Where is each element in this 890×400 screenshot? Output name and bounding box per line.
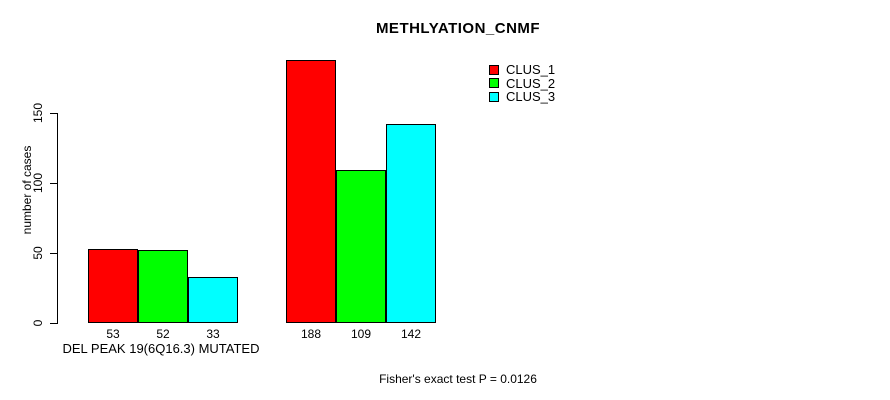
bar: [138, 250, 188, 323]
bar: [88, 249, 138, 323]
y-axis-line: [57, 113, 58, 324]
bar: [386, 124, 436, 323]
y-tick-label: 150: [31, 102, 45, 124]
x-axis-group-label: DEL PEAK 19(6Q16.3) MUTATED: [62, 341, 260, 356]
bar-value-label: 142: [400, 327, 422, 341]
bar: [188, 277, 238, 323]
legend-swatch: [489, 91, 499, 102]
bar-value-label: 52: [156, 327, 170, 341]
y-tick: [50, 183, 57, 184]
legend-swatch: [489, 78, 499, 88]
legend: CLUS_1 CLUS_2 CLUS_3: [489, 62, 556, 105]
y-tick-label: 50: [31, 246, 45, 260]
y-tick-label: 0: [31, 319, 45, 327]
legend-swatch: [489, 64, 499, 75]
bar-value-label: 53: [106, 327, 120, 341]
bar: [286, 60, 336, 323]
legend-label: CLUS_3: [506, 89, 556, 104]
legend-item: CLUS_1: [489, 62, 556, 77]
bar-value-label: 33: [206, 327, 220, 341]
legend-label: CLUS_1: [506, 62, 556, 77]
chart-title: METHLYATION_CNMF: [375, 20, 541, 37]
y-tick: [50, 253, 57, 254]
fisher-test-annotation: Fisher's exact test P = 0.0126: [379, 372, 537, 386]
bar-value-label: 188: [300, 327, 322, 341]
bar: [336, 170, 386, 323]
legend-item: CLUS_2: [489, 75, 556, 91]
bar-value-label: 109: [350, 327, 372, 341]
y-tick: [50, 323, 57, 324]
y-tick: [50, 113, 57, 114]
y-tick-label: 100: [31, 172, 45, 194]
legend-label: CLUS_2: [506, 75, 556, 91]
legend-item: CLUS_3: [489, 89, 556, 104]
